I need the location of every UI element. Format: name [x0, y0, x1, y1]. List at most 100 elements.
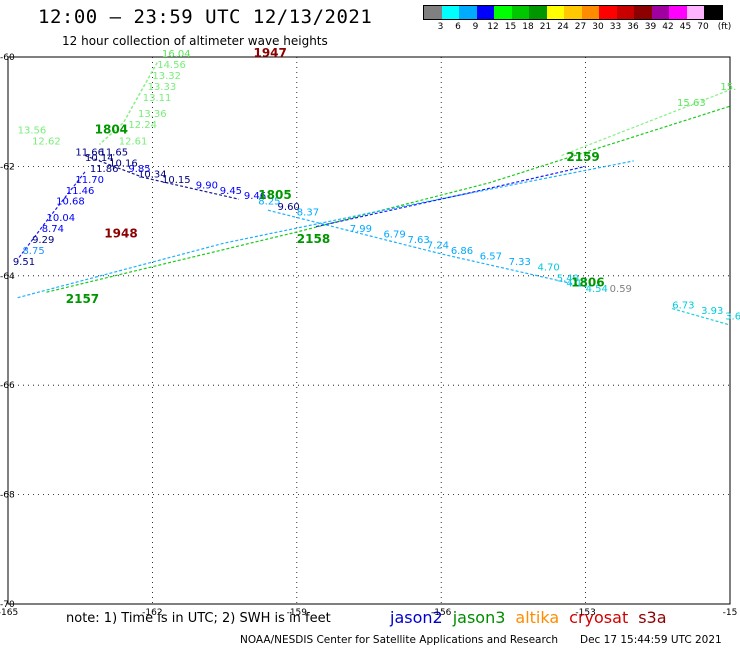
footer-note: note: 1) Time is in UTC; 2) SWH is in fe… — [66, 611, 331, 626]
legend-label: 27 — [574, 22, 587, 32]
wave-height-label: 13.33 — [148, 82, 177, 93]
wave-height-label: 8.75 — [22, 246, 44, 257]
wave-height-label: 10.14 — [85, 153, 114, 164]
legend-label: 18 — [522, 22, 534, 32]
wave-height-label: 9.60 — [278, 202, 300, 213]
wave-height-label: 10.68 — [56, 197, 85, 208]
satellite-track — [561, 89, 731, 157]
wave-height-label: 4.11 — [566, 279, 588, 290]
satellite-track — [84, 154, 240, 200]
wave-height-label: 6.73 — [672, 301, 694, 312]
credit-text: NOAA/NESDIS Center for Satellite Applica… — [240, 634, 558, 646]
wave-height-label: 7.33 — [509, 257, 531, 268]
wave-height-label: 3.93 — [701, 306, 723, 317]
longitude-tick-label: -165 — [0, 608, 18, 618]
legend-swatch — [634, 6, 652, 19]
longitude-tick-label: -156 — [431, 608, 452, 618]
latitude-tick-label: -68 — [0, 491, 15, 501]
legend-label: 70 — [697, 22, 709, 32]
wave-height-label: 15. — [720, 82, 736, 93]
legend-label: 15 — [504, 22, 517, 32]
wave-height-label: 3.6 — [725, 312, 740, 323]
latitude-tick-label: -62 — [0, 162, 15, 172]
wave-height-label: 9.85 — [128, 164, 150, 175]
legend-swatch — [704, 6, 722, 19]
wave-height-label: 12.24 — [128, 120, 157, 131]
wave-height-label: 11.86 — [90, 164, 119, 175]
wave-height-label: 9.29 — [32, 235, 54, 246]
latitude-tick-label: -66 — [0, 381, 15, 391]
legend-swatch — [494, 6, 512, 19]
legend-swatch — [581, 6, 599, 19]
legend-label: 12 — [487, 22, 499, 32]
wave-height-label: 13.32 — [152, 71, 181, 82]
time-label: 1804 — [95, 123, 128, 137]
legend-swatch — [686, 6, 704, 19]
satellite-track — [98, 62, 158, 146]
longitude-tick-label: -15 — [723, 608, 738, 618]
mission-jason3: jason3 — [452, 608, 506, 627]
wave-height-label: 13.56 — [18, 126, 47, 137]
wave-height-label: 15.63 — [677, 98, 706, 109]
legend-label: 39 — [644, 22, 657, 32]
longitude-tick-label: -153 — [575, 608, 595, 618]
wave-height-label: 6.79 — [383, 230, 405, 241]
wave-height-label: 9.90 — [196, 180, 218, 191]
wave-height-label: 0.59 — [610, 284, 632, 295]
time-label: 1947 — [253, 46, 286, 60]
legend-swatch — [564, 6, 582, 19]
legend-swatch — [459, 6, 477, 19]
time-label: 2159 — [566, 150, 599, 164]
legend-swatch — [441, 6, 459, 19]
wave-height-label: 9.45 — [220, 186, 242, 197]
time-label: 1806 — [571, 276, 604, 290]
legend-swatch — [599, 6, 617, 19]
legend-label: 6 — [455, 22, 461, 32]
wave-height-label: 8.37 — [297, 208, 319, 219]
map-frame — [7, 56, 731, 605]
wave-height-label: 9.46 — [244, 191, 266, 202]
legend-label: 3 — [437, 22, 444, 32]
legend-swatch — [529, 6, 547, 19]
color-legend: 3 6 9 12 15 18 21 24 27 30 33 36 39 42 45 70 (ft) — [423, 5, 731, 34]
wave-height-label: 7.99 — [350, 224, 372, 235]
legend-swatch — [546, 6, 564, 19]
wave-height-label: 10.34 — [138, 169, 167, 180]
legend-swatches — [423, 5, 723, 20]
page-title: 12:00 – 23:59 UTC 12/13/2021 — [38, 6, 373, 28]
wave-height-label: 12.61 — [119, 137, 148, 148]
mission-altika: altika — [515, 608, 560, 627]
wave-height-label: 5.40 — [557, 273, 579, 284]
mission-legend: jason2 jason3 altika cryosat s3a — [390, 608, 677, 627]
wave-height-label: 8.74 — [42, 224, 64, 235]
legend-label: 36 — [627, 22, 639, 32]
wave-height-label: 14.56 — [157, 60, 186, 71]
longitude-tick-label: -162 — [142, 608, 162, 618]
wave-height-label: 13.36 — [138, 109, 167, 120]
legend-swatch — [651, 6, 669, 19]
legend-label: 9 — [472, 22, 479, 32]
legend-swatch — [476, 6, 494, 19]
wave-height-label: 4.70 — [537, 262, 559, 273]
legend-swatch — [511, 6, 529, 19]
wave-height-label: 10.15 — [162, 175, 191, 186]
wave-height-label: 11.66 — [75, 147, 104, 158]
mission-cryosat: cryosat — [569, 608, 629, 627]
wave-height-label: 6.86 — [451, 246, 473, 257]
satellite-track — [267, 209, 586, 288]
latitude-tick-label: -60 — [0, 53, 15, 63]
wave-height-label: 6.57 — [480, 251, 502, 262]
satellite-track — [315, 165, 586, 228]
legend-label: 33 — [609, 22, 622, 32]
wave-height-label: 9.51 — [13, 257, 35, 268]
legend-swatch — [424, 6, 442, 19]
credit-date: Dec 17 15:44:59 UTC 2021 — [580, 634, 722, 646]
wave-height-label: 10.04 — [47, 213, 76, 224]
satellite-track — [17, 171, 86, 260]
legend-label: 24 — [557, 22, 569, 32]
legend-unit: (ft) — [717, 22, 732, 32]
wave-height-label: 7.24 — [427, 240, 449, 251]
wave-height-label: 10.16 — [109, 158, 138, 169]
legend-label: 30 — [592, 22, 604, 32]
